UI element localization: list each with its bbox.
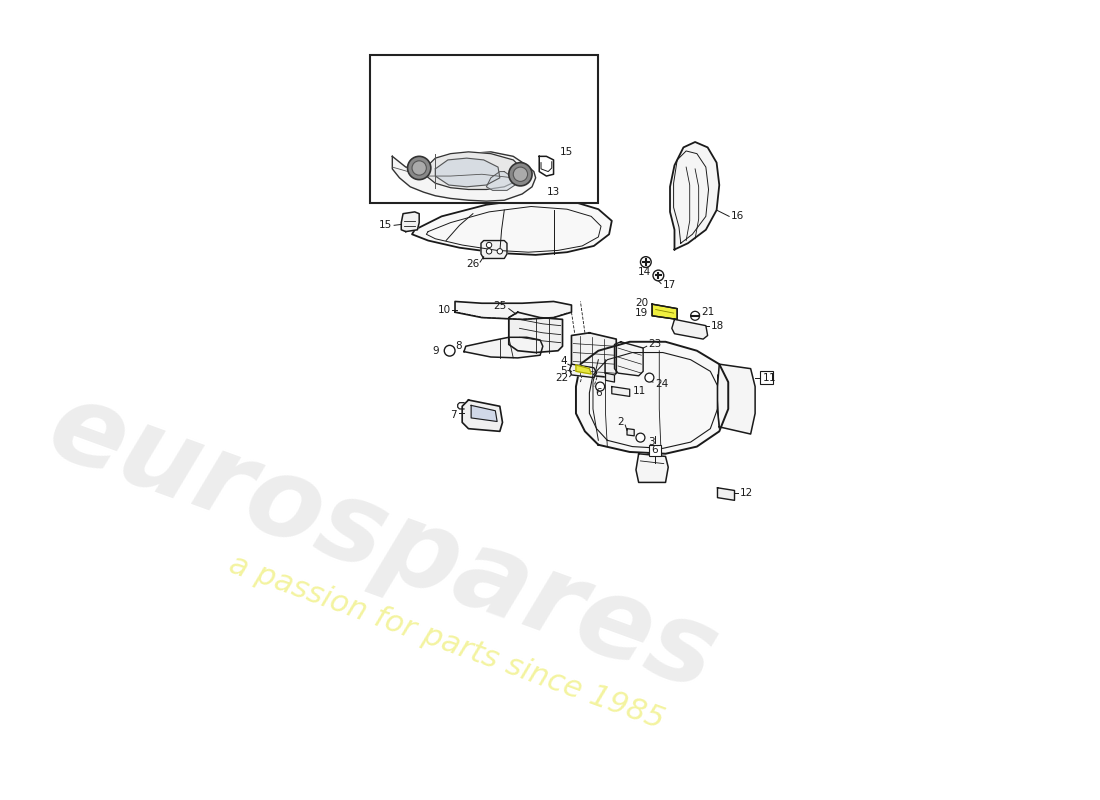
Text: 13: 13 xyxy=(547,187,560,197)
Bar xyxy=(760,371,773,384)
Text: 12: 12 xyxy=(740,488,754,498)
Text: 20: 20 xyxy=(636,298,649,308)
Circle shape xyxy=(596,382,605,391)
Text: 22: 22 xyxy=(556,373,569,382)
Text: 25: 25 xyxy=(494,301,507,311)
Text: eurospares: eurospares xyxy=(35,373,732,714)
Circle shape xyxy=(653,270,663,281)
Text: 21: 21 xyxy=(702,307,715,318)
Polygon shape xyxy=(427,152,522,190)
Circle shape xyxy=(691,311,700,320)
Text: a passion for parts since 1985: a passion for parts since 1985 xyxy=(224,550,668,734)
Text: 15: 15 xyxy=(560,147,573,157)
Polygon shape xyxy=(486,171,515,190)
Polygon shape xyxy=(670,142,719,250)
Text: 3: 3 xyxy=(649,437,656,447)
Polygon shape xyxy=(436,158,499,186)
Polygon shape xyxy=(615,342,644,376)
Polygon shape xyxy=(393,152,536,201)
Polygon shape xyxy=(402,212,419,231)
Text: 24: 24 xyxy=(654,379,668,389)
Bar xyxy=(370,55,598,203)
Polygon shape xyxy=(627,429,635,436)
Text: 5: 5 xyxy=(560,366,566,376)
Bar xyxy=(649,445,661,455)
Text: 1: 1 xyxy=(769,373,776,382)
Circle shape xyxy=(486,249,492,254)
Text: 6: 6 xyxy=(595,388,602,398)
Text: 2: 2 xyxy=(617,418,624,427)
Polygon shape xyxy=(481,241,507,258)
Text: 19: 19 xyxy=(636,308,649,318)
Text: 6: 6 xyxy=(651,445,658,455)
Polygon shape xyxy=(464,338,542,358)
Polygon shape xyxy=(572,333,616,378)
Polygon shape xyxy=(455,302,572,319)
Polygon shape xyxy=(717,488,735,500)
Polygon shape xyxy=(471,406,497,422)
Text: 4: 4 xyxy=(560,357,566,366)
Text: 15: 15 xyxy=(379,220,393,230)
Text: 9: 9 xyxy=(432,346,439,356)
Polygon shape xyxy=(509,312,562,353)
Polygon shape xyxy=(539,156,553,176)
Circle shape xyxy=(444,346,455,356)
Polygon shape xyxy=(717,364,755,434)
Polygon shape xyxy=(605,373,615,382)
Text: 11: 11 xyxy=(632,386,646,396)
Polygon shape xyxy=(672,319,707,339)
Circle shape xyxy=(407,156,431,180)
Circle shape xyxy=(636,433,645,442)
Polygon shape xyxy=(652,304,678,319)
Circle shape xyxy=(412,161,427,175)
Text: 1: 1 xyxy=(762,373,769,382)
Circle shape xyxy=(486,242,492,248)
Text: 23: 23 xyxy=(649,339,662,350)
Polygon shape xyxy=(570,364,596,378)
Circle shape xyxy=(497,249,503,254)
Circle shape xyxy=(640,257,651,267)
Polygon shape xyxy=(576,342,728,454)
Text: 16: 16 xyxy=(730,211,745,222)
Text: 8: 8 xyxy=(455,342,462,351)
Polygon shape xyxy=(462,400,503,431)
Polygon shape xyxy=(412,198,612,255)
Circle shape xyxy=(514,167,528,182)
Text: 14: 14 xyxy=(638,267,651,277)
Circle shape xyxy=(645,373,653,382)
Text: 18: 18 xyxy=(711,321,724,330)
Circle shape xyxy=(509,162,532,186)
Polygon shape xyxy=(636,454,668,482)
Text: 10: 10 xyxy=(438,306,451,315)
Polygon shape xyxy=(576,365,591,374)
Text: 26: 26 xyxy=(466,259,480,269)
Polygon shape xyxy=(612,386,629,397)
Text: 7: 7 xyxy=(450,410,456,420)
Text: 17: 17 xyxy=(663,280,676,290)
